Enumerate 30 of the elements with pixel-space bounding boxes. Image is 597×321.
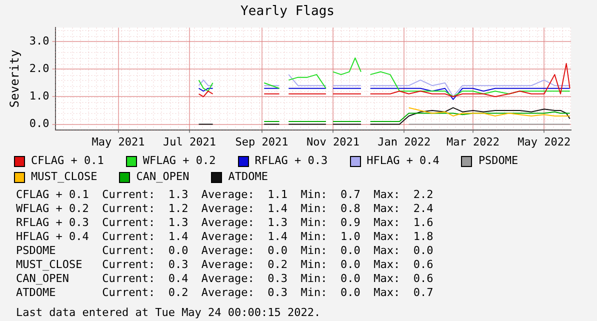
- text: ATDOME Current: 0.2 Average: 0.3 Min: 0.0 Max: 0.7: [16, 286, 434, 300]
- x-tick-label: Jul 2021: [162, 135, 216, 148]
- chart-title: Yearly Flags: [240, 4, 334, 20]
- y-tick-label: 2.0: [29, 62, 50, 75]
- y-tick-label: 0.0: [29, 117, 50, 130]
- x-tick-label: Jan 2022: [378, 135, 431, 148]
- x-tick-label: May 2022: [518, 135, 571, 148]
- legend-label: WFLAG + 0.2: [142, 154, 216, 168]
- x-tick-label: May 2021: [92, 135, 145, 148]
- text: WFLAG + 0.2 Current: 1.2 Average: 1.4 Min: 0.8 Max: 2.4: [16, 202, 434, 216]
- legend-label: MUST_CLOSE: [31, 170, 98, 184]
- text: Last data entered at Tue May 24 00:00:15 2022.: [16, 306, 322, 320]
- x-tick-label: Mar 2022: [446, 135, 500, 148]
- text: HFLAG + 0.4 Current: 1.4 Average: 1.4 Min: 1.0 Max: 1.8: [16, 230, 434, 244]
- legend-label: PSDOME: [478, 154, 518, 168]
- y-tick-label: 3.0: [29, 34, 50, 48]
- text: RFLAG + 0.3 Current: 1.3 Average: 1.3 Min: 0.9 Max: 1.6: [16, 216, 434, 230]
- y-axis-title: Severity: [7, 50, 22, 108]
- legend-label: RFLAG + 0.3: [254, 154, 328, 168]
- legend-label: ATDOME: [228, 170, 268, 184]
- text: CFLAG + 0.1 Current: 1.3 Average: 1.1 Min: 0.7 Max: 2.2: [16, 188, 434, 202]
- y-tick-label: 1.0: [29, 90, 50, 103]
- text: MUST_CLOSE Current: 0.3 Average: 0.2 Min: 0.0 Max: 0.6: [16, 258, 434, 272]
- text: CAN_OPEN Current: 0.4 Average: 0.3 Min: 0.0 Max: 0.6: [16, 272, 434, 286]
- x-tick-label: Sep 2021: [235, 135, 288, 148]
- text: PSDOME Current: 0.0 Average: 0.0 Min: 0.0 Max: 0.0: [16, 244, 434, 258]
- legend-label: CAN_OPEN: [136, 170, 190, 184]
- x-tick-label: Nov 2021: [306, 135, 360, 148]
- legend-label: HFLAG + 0.4: [366, 154, 440, 168]
- legend-label: CFLAG + 0.1: [31, 154, 104, 168]
